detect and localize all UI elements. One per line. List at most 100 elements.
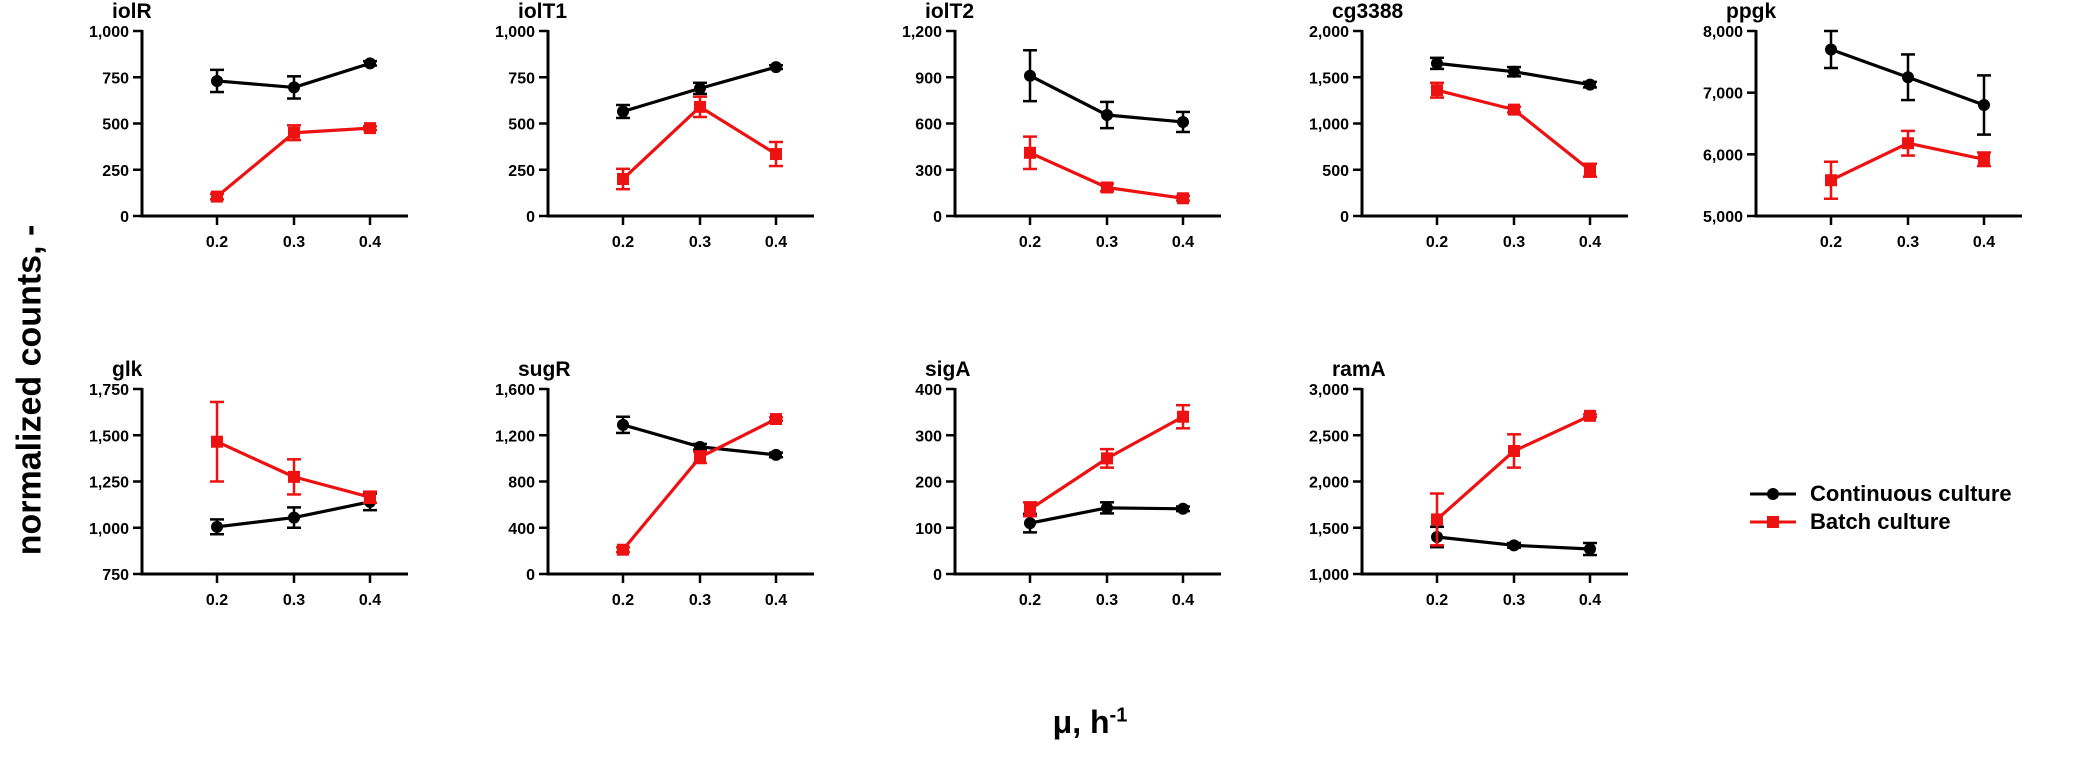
x-tick-label: 0.3: [1503, 592, 1525, 609]
panel-title: iolT2: [925, 0, 974, 23]
x-tick-label: 0.3: [1503, 234, 1525, 251]
x-axis-label-main: μ, h: [1052, 704, 1110, 740]
data-point-continuous: [1024, 517, 1036, 530]
legend-swatch-continuous: [1750, 488, 1796, 500]
x-tick-label: 0.3: [689, 234, 711, 251]
data-point-continuous: [694, 82, 706, 95]
data-point-batch: [1431, 84, 1443, 97]
x-tick-label: 0.3: [1096, 592, 1118, 609]
y-tick-label: 250: [508, 163, 535, 180]
data-point-batch: [211, 190, 223, 203]
x-tick-label: 0.2: [206, 234, 228, 251]
data-point-batch: [1902, 137, 1914, 150]
x-tick-label: 0.2: [206, 592, 228, 609]
data-point-continuous: [770, 448, 782, 461]
y-tick-label: 1,000: [89, 521, 129, 538]
y-tick-label: 800: [508, 475, 535, 492]
data-point-continuous: [1584, 78, 1596, 91]
y-axis-label: normalized counts, -: [0, 0, 60, 757]
x-tick-label: 0.4: [1172, 234, 1194, 251]
data-point-batch: [770, 148, 782, 161]
panel-ppgk: ppgk 5,000 6,000 7,000 8,000 0.2 0.3 0.4: [1703, 0, 2022, 251]
y-tick-label: 6,000: [1703, 147, 1743, 164]
panel-iolT2: iolT2 0 300 600 900 1,200 0.2 0.3 0.4: [902, 0, 1221, 251]
x-tick-label: 0.2: [612, 592, 634, 609]
panel-ramA: ramA 1,000 1,500 2,000 2,500 3,000 0.2 0.3 0.4: [1309, 358, 1628, 609]
y-tick-label: 1,200: [495, 428, 535, 445]
y-tick-label: 1,600: [495, 382, 535, 399]
y-tick-label: 600: [915, 117, 942, 134]
data-point-continuous: [1177, 502, 1189, 515]
legend-item-continuous: Continuous culture: [1748, 480, 2012, 508]
y-tick-label: 500: [102, 117, 129, 134]
data-point-batch: [288, 470, 300, 483]
panel-title: ppgk: [1726, 0, 1776, 23]
data-point-batch: [1584, 164, 1596, 177]
y-tick-label: 1,000: [1309, 117, 1349, 134]
x-axis-label-exponent: -1: [1109, 704, 1128, 727]
data-point-batch: [694, 451, 706, 464]
data-point-continuous: [288, 81, 300, 94]
y-tick-label: 750: [102, 567, 129, 584]
y-tick-label: 1,000: [495, 24, 535, 41]
y-tick-label: 8,000: [1703, 24, 1743, 41]
y-tick-label: 1,000: [1309, 567, 1349, 584]
data-point-batch: [1024, 146, 1036, 159]
y-tick-label: 500: [1322, 163, 1349, 180]
y-tick-label: 100: [915, 521, 942, 538]
x-tick-label: 0.4: [1579, 592, 1601, 609]
panel-title: iolT1: [518, 0, 567, 23]
y-tick-label: 2,500: [1309, 428, 1349, 445]
x-tick-label: 0.2: [1820, 234, 1842, 251]
y-tick-label: 900: [915, 70, 942, 87]
legend-item-batch: Batch culture: [1748, 508, 2012, 536]
x-axis-label: μ, h-1: [880, 704, 1300, 741]
data-point-batch: [1508, 444, 1520, 457]
data-point-continuous: [1101, 501, 1113, 514]
panel-iolR: iolR 0 250 500 750 1,000 0.2 0.3 0.4: [89, 0, 408, 251]
y-tick-label: 400: [508, 521, 535, 538]
data-point-continuous: [1978, 99, 1990, 111]
x-tick-label: 0.4: [359, 234, 381, 251]
x-tick-label: 0.2: [1019, 592, 1041, 609]
x-tick-label: 0.3: [283, 592, 305, 609]
y-tick-label: 300: [915, 163, 942, 180]
panel-title: sugR: [518, 358, 571, 381]
data-point-continuous: [770, 61, 782, 74]
data-point-batch: [364, 122, 376, 135]
x-tick-label: 0.4: [765, 234, 787, 251]
x-tick-label: 0.4: [1172, 592, 1194, 609]
panel-title: cg3388: [1332, 0, 1404, 23]
data-point-continuous: [617, 418, 629, 431]
y-tick-label: 0: [933, 567, 942, 584]
series-line-batch: [1436, 88, 1591, 172]
y-tick-label: 500: [508, 117, 535, 134]
y-tick-label: 300: [915, 428, 942, 445]
y-tick-label: 0: [933, 209, 942, 226]
x-tick-label: 0.3: [1897, 234, 1919, 251]
data-point-continuous: [211, 520, 223, 533]
data-point-batch: [211, 435, 223, 448]
y-tick-label: 0: [1340, 209, 1349, 226]
data-point-batch: [1431, 513, 1443, 526]
y-tick-label: 1,500: [1309, 70, 1349, 87]
data-point-continuous: [1902, 71, 1914, 84]
data-point-batch: [617, 543, 629, 556]
y-tick-label: 750: [102, 70, 129, 87]
panel-title: sigA: [925, 358, 971, 381]
x-tick-label: 0.3: [689, 592, 711, 609]
data-point-batch: [770, 413, 782, 426]
panel-title: ramA: [1332, 358, 1386, 381]
data-point-continuous: [694, 440, 706, 453]
data-point-batch: [1024, 503, 1036, 516]
data-point-continuous: [288, 511, 300, 524]
legend-label-batch: Batch culture: [1810, 509, 1951, 534]
data-point-continuous: [1825, 43, 1837, 56]
data-point-continuous: [1177, 115, 1189, 128]
panel-sigA: sigA 0 100 200 300 400 0.2 0.3 0.4: [915, 358, 1221, 609]
data-point-batch: [1584, 409, 1596, 422]
legend-label-continuous: Continuous culture: [1810, 481, 2012, 506]
y-tick-label: 2,000: [1309, 24, 1349, 41]
data-point-continuous: [1431, 57, 1443, 70]
